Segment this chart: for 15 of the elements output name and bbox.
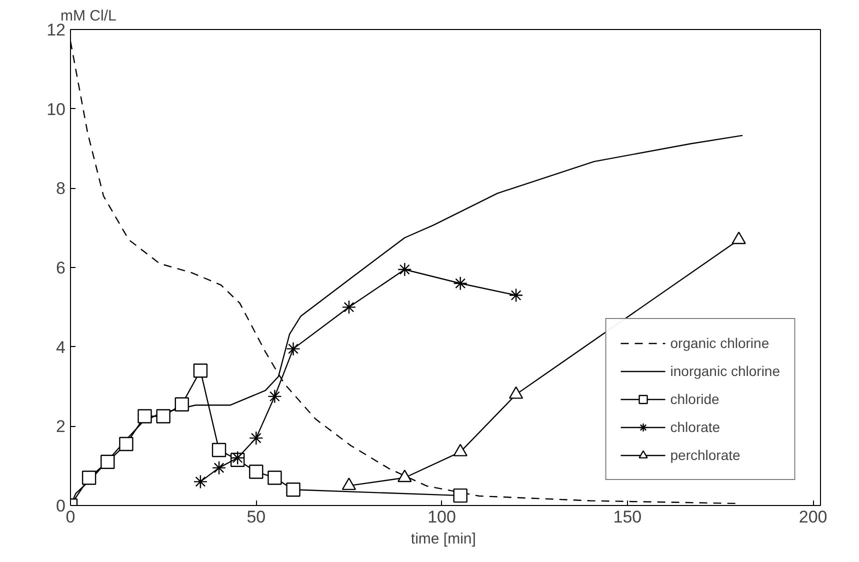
legend-label: perchlorate bbox=[670, 447, 740, 463]
x-tick-label: 100 bbox=[428, 508, 456, 526]
x-tick-label: 150 bbox=[613, 508, 642, 526]
x-tick-label: 50 bbox=[246, 508, 266, 526]
y-tick-label: 10 bbox=[46, 100, 66, 119]
y-tick-label: 8 bbox=[56, 179, 66, 198]
y-tick-label: 2 bbox=[56, 417, 66, 436]
legend-label: chlorate bbox=[670, 419, 720, 435]
y-tick-label: 6 bbox=[56, 258, 66, 278]
y-tick-label: 4 bbox=[56, 338, 66, 357]
x-tick-label: 200 bbox=[798, 508, 828, 526]
x-axis-title: time [min] bbox=[410, 530, 476, 548]
legend-label: chloride bbox=[670, 391, 720, 407]
legend-label: inorganic chlorine bbox=[670, 363, 780, 379]
legend-label: organic chlorine bbox=[670, 335, 770, 351]
